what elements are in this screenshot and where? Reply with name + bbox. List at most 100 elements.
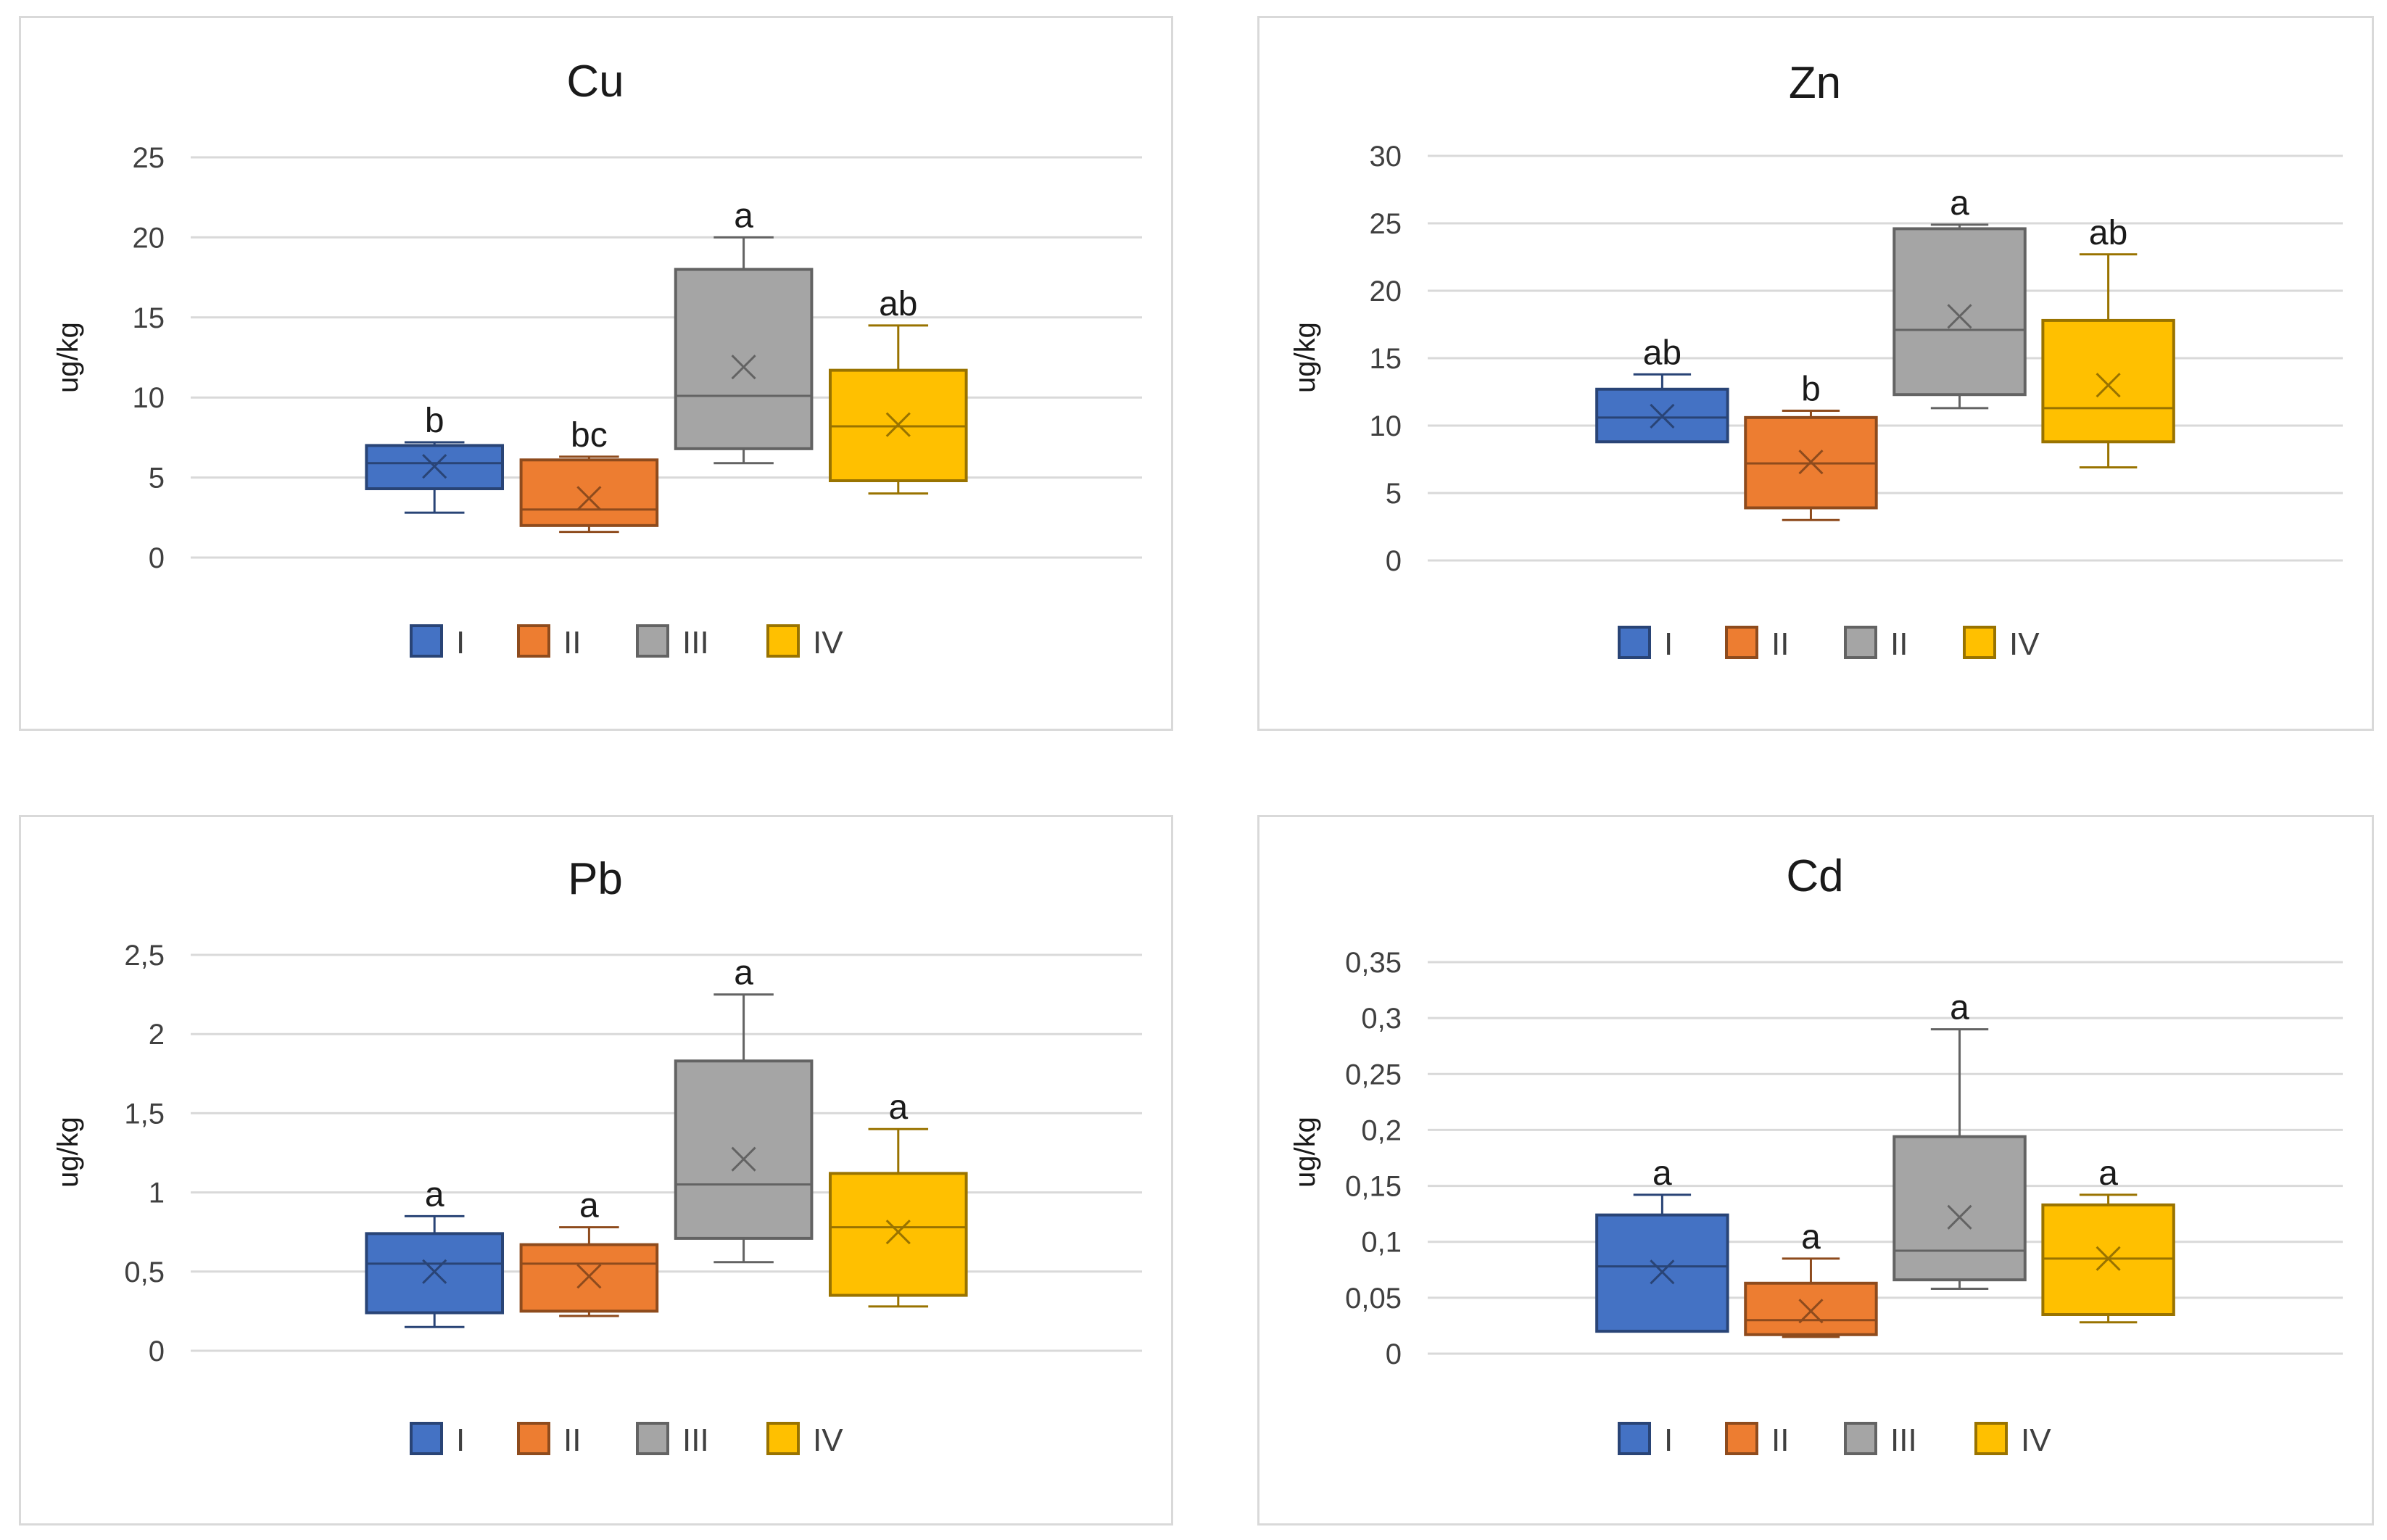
mean-marker — [576, 1264, 602, 1289]
box-series-iii: a — [674, 196, 814, 465]
significance-label: ab — [2089, 214, 2127, 252]
significance-label: a — [579, 1187, 599, 1225]
box-iqr — [2041, 318, 2175, 444]
y-tick-label: 10 — [1370, 410, 1402, 442]
legend-swatch — [1618, 1422, 1651, 1455]
legend-label: III — [1890, 1423, 1917, 1458]
y-tick-label: 20 — [1370, 276, 1402, 307]
legend-label: IV — [2021, 1423, 2051, 1458]
box-series-iii: a — [674, 954, 814, 1264]
box-iqr — [674, 1059, 814, 1240]
y-tick-label: 0 — [149, 542, 165, 574]
y-axis-label: ug/kg — [1289, 1117, 1321, 1188]
box-iqr — [519, 1243, 659, 1313]
box-series-i: b — [365, 402, 505, 514]
legend-label: I — [456, 625, 465, 661]
legend-label: III — [682, 625, 709, 661]
mean-marker — [1947, 1204, 1972, 1230]
legend: I II III IV — [1618, 1422, 2051, 1458]
box-iqr — [519, 458, 659, 527]
box-series-i: a — [1595, 1154, 1729, 1333]
y-tick-label: 0 — [149, 1336, 165, 1367]
legend: I II III IV — [410, 624, 843, 661]
y-tick-label: 0,2 — [1361, 1114, 1402, 1146]
box-series-iv: a — [2041, 1154, 2175, 1324]
legend-swatch — [766, 1422, 800, 1455]
box-series-ii: a — [1892, 184, 2027, 410]
box-series-i: ab — [1595, 334, 1729, 444]
legend-swatch — [1725, 626, 1758, 659]
legend-swatch — [1844, 626, 1877, 659]
legend-swatch — [1974, 1422, 2008, 1455]
y-tick-label: 2,5 — [124, 940, 165, 972]
legend-label: I — [1664, 626, 1673, 662]
significance-label: a — [734, 954, 753, 993]
significance-label: a — [734, 196, 753, 235]
y-tick-label: 0,35 — [1345, 947, 1402, 979]
y-tick-label: 25 — [1370, 208, 1402, 240]
chart-title: Cd — [1786, 851, 1843, 901]
legend-swatch — [410, 624, 443, 658]
significance-label: a — [1801, 1218, 1821, 1257]
chart-panel-pb: Pb ug/kg 0 0,5 1 1,5 2 2,5 a a a a I II III IV — [19, 815, 1173, 1525]
legend-label: I — [1664, 1423, 1673, 1458]
mean-marker — [731, 1146, 756, 1172]
legend-label: II — [1890, 626, 1908, 662]
legend-swatch — [636, 624, 669, 658]
legend-swatch — [410, 1422, 443, 1455]
box-series-iv: a — [828, 1088, 968, 1308]
legend-label: I — [456, 1423, 465, 1458]
significance-label: b — [1801, 370, 1821, 409]
y-tick-label: 1 — [149, 1177, 165, 1209]
box-series-ii: a — [519, 1187, 659, 1317]
legend: I II II IV — [1618, 626, 2040, 662]
legend-swatch — [1963, 626, 1996, 659]
chart-panel-zn: Zn ug/kg 0 5 10 15 20 25 30 ab b a ab I II II IV — [1257, 16, 2374, 731]
y-tick-label: 10 — [133, 382, 165, 414]
mean-marker — [885, 412, 911, 437]
box-series-iv: ab — [2041, 214, 2175, 469]
legend-label: II — [1771, 1423, 1789, 1458]
legend-label: II — [563, 1423, 581, 1458]
y-tick-label: 0,3 — [1361, 1003, 1402, 1035]
y-tick-label: 0 — [1386, 1338, 1402, 1370]
y-tick-label: 1,5 — [124, 1098, 165, 1130]
legend-label: IV — [813, 625, 843, 661]
mean-marker — [1650, 403, 1675, 429]
y-tick-label: 0 — [1386, 545, 1402, 577]
legend-swatch — [766, 624, 800, 658]
significance-label: bc — [571, 416, 608, 455]
y-tick-label: 2 — [149, 1019, 165, 1051]
chart-panel-cu: Cu ug/kg 0 5 10 15 20 25 b bc a ab I II III IV — [19, 16, 1173, 731]
box-iqr — [1892, 1135, 2027, 1282]
mean-marker — [2096, 373, 2121, 398]
significance-label: a — [1652, 1154, 1672, 1193]
significance-label: b — [425, 402, 444, 440]
legend-swatch — [517, 624, 550, 658]
legend-label: II — [563, 625, 581, 661]
legend-label: IV — [813, 1423, 843, 1458]
y-tick-label: 30 — [1370, 141, 1402, 173]
legend-swatch — [636, 1422, 669, 1455]
significance-label: a — [1950, 989, 1969, 1027]
mean-marker — [1798, 1299, 1824, 1324]
significance-label: a — [888, 1088, 908, 1127]
significance-label: ab — [879, 285, 917, 323]
box-series-i: a — [365, 1175, 505, 1328]
chart-panel-cd: Cd ug/kg 0 0,05 0,1 0,15 0,2 0,25 0,3 0,35 a a a a I II… — [1257, 815, 2374, 1525]
mean-marker — [576, 486, 602, 511]
box-iqr — [1744, 1281, 1878, 1336]
y-tick-label: 0,15 — [1345, 1171, 1402, 1203]
y-tick-label: 25 — [133, 142, 165, 174]
y-axis-label: ug/kg — [1289, 322, 1321, 393]
y-tick-label: 0,25 — [1345, 1059, 1402, 1090]
box-series-iii: a — [1892, 989, 2027, 1291]
mean-marker — [422, 454, 447, 479]
y-axis-label: ug/kg — [52, 322, 84, 393]
box-iqr — [674, 268, 814, 450]
box-iqr — [365, 1232, 505, 1315]
